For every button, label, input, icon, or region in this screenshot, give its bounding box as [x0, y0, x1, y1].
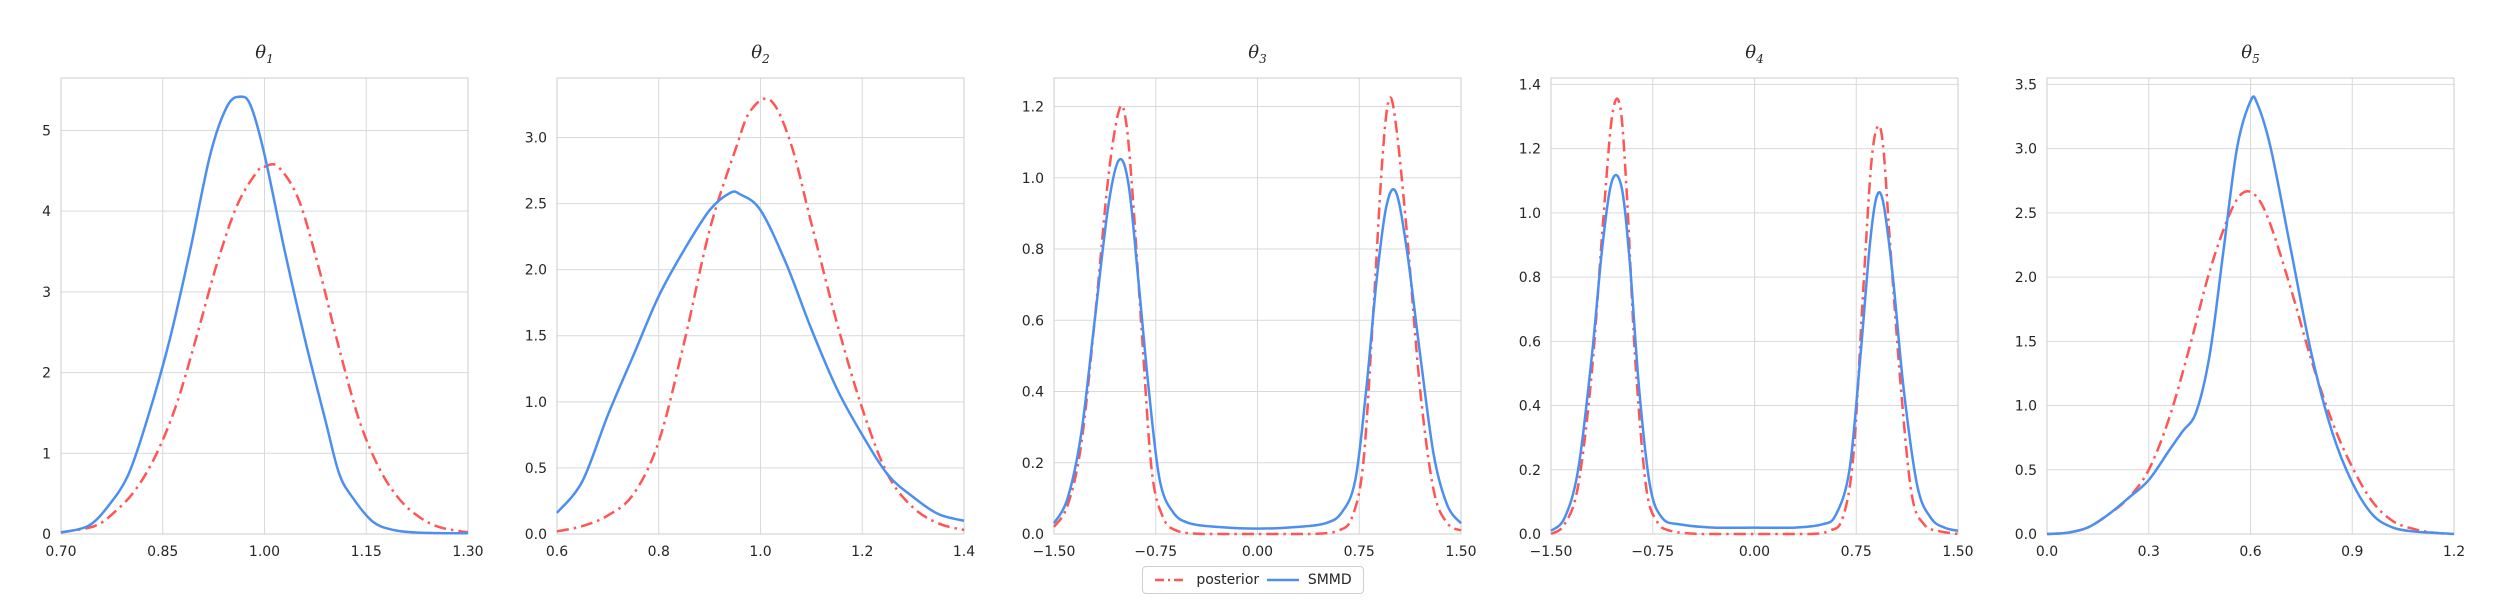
- y-tick-label: 0.2: [1519, 463, 1541, 479]
- series-line-smmd: [1052, 157, 1462, 530]
- y-tick-label: 0.2: [1022, 456, 1044, 472]
- subplot-title: θ3: [1248, 42, 1267, 66]
- subplot-title: θ2: [751, 42, 769, 66]
- legend-item-posterior: posterior: [1154, 572, 1259, 588]
- y-tick-label: 3.5: [2015, 77, 2037, 93]
- x-tick-label: 1.30: [452, 544, 483, 560]
- legend-label-smmd: SMMD: [1307, 572, 1352, 588]
- x-tick-label: 0.85: [147, 544, 178, 560]
- plot-frame: [2046, 77, 2455, 535]
- y-tick-label: 2: [42, 366, 51, 382]
- x-tick-label: 1.2: [851, 544, 873, 560]
- y-tick-label: 1.5: [2015, 334, 2037, 350]
- series-line-smmd: [60, 95, 469, 535]
- y-tick-label: 0.6: [1022, 313, 1044, 329]
- x-tick-label: 1.00: [249, 544, 280, 560]
- subplot-title: θ5: [2241, 42, 2259, 66]
- y-tick-label: 1.0: [2015, 399, 2037, 415]
- x-tick-label: 0.8: [648, 544, 670, 560]
- x-tick-label: −1.50: [1033, 544, 1076, 560]
- x-tick-label: 0.75: [1344, 544, 1375, 560]
- y-tick-label: 0.5: [2015, 463, 2037, 479]
- y-tick-label: 1.5: [525, 329, 547, 345]
- y-tick-label: 0.5: [525, 461, 547, 477]
- x-tick-label: 0.9: [2341, 544, 2363, 560]
- y-tick-label: 0.0: [1022, 527, 1044, 543]
- legend-label-posterior: posterior: [1196, 572, 1260, 588]
- y-tick-label: 2.5: [2015, 206, 2037, 222]
- plot-frame: [60, 77, 469, 535]
- y-tick-label: 1.2: [1519, 142, 1541, 158]
- y-tick-label: 5: [42, 123, 51, 139]
- y-tick-label: 3: [42, 285, 51, 301]
- legend-swatch-smmd: [1266, 578, 1299, 582]
- series-line-smmd: [556, 190, 965, 522]
- y-tick-label: 0.6: [1519, 334, 1541, 350]
- series-line-posterior: [1550, 97, 1959, 536]
- x-tick-label: 1.50: [1445, 544, 1476, 560]
- series-line-posterior: [60, 162, 469, 534]
- plot-frame: [556, 77, 965, 535]
- x-tick-label: −0.75: [1134, 544, 1177, 560]
- x-tick-label: 0.6: [546, 544, 568, 560]
- legend: posterior SMMD: [1142, 566, 1364, 594]
- x-tick-label: 0.6: [2239, 544, 2261, 560]
- x-tick-label: −0.75: [1631, 544, 1674, 560]
- y-tick-label: 3.0: [2015, 142, 2037, 158]
- x-tick-label: 0.00: [1242, 544, 1273, 560]
- y-tick-label: 2.0: [2015, 270, 2037, 286]
- plot-frame: [1550, 77, 1959, 535]
- subplot-4: −1.50 −0.75 0.00 0.75 1.50 0.0 0.2 0.4 0.6 0.8 1.0…: [1519, 42, 1974, 560]
- y-tick-label: 1.2: [1022, 100, 1044, 116]
- y-tick-label: 0.0: [525, 527, 547, 543]
- x-tick-label: 1.15: [351, 544, 382, 560]
- x-tick-label: 0.70: [45, 544, 76, 560]
- plot-frame: [1053, 77, 1462, 535]
- y-tick-label: 1.0: [1022, 171, 1044, 187]
- y-tick-label: 4: [42, 204, 51, 220]
- x-tick-label: −1.50: [1530, 544, 1573, 560]
- y-tick-label: 2.5: [525, 197, 547, 213]
- x-tick-label: 1.50: [1942, 544, 1973, 560]
- subplot-title: θ1: [255, 42, 273, 66]
- y-tick-label: 1: [42, 446, 51, 462]
- subplot-1: 0.70 0.85 1.00 1.15 1.30 0 1 2 3 4 5 θ1: [42, 42, 484, 560]
- legend-item-smmd: SMMD: [1266, 572, 1352, 588]
- subplot-title: θ4: [1745, 42, 1763, 66]
- subplot-5: 0.0 0.3 0.6 0.9 1.2 0.0 0.5 1.0 1.5 2.0 2.5 3.0 3.5 θ…: [2015, 42, 2465, 560]
- x-tick-label: 0.75: [1841, 544, 1872, 560]
- y-tick-label: 0.8: [1022, 242, 1044, 258]
- legend-swatch-posterior: [1155, 578, 1188, 582]
- subplot-3: −1.50 −0.75 0.00 0.75 1.50 0.0 0.2 0.4 0.6 0.8 1.0…: [1022, 42, 1477, 560]
- x-tick-label: 0.00: [1739, 544, 1770, 560]
- x-tick-label: 1.2: [2443, 544, 2465, 560]
- y-tick-label: 0.4: [1519, 399, 1541, 415]
- y-tick-label: 1.0: [525, 395, 547, 411]
- subplot-2: 0.6 0.8 1.0 1.2 1.4 0.0 0.5 1.0 1.5 2.0 2.5 3.0 θ2: [525, 42, 975, 560]
- series-line-smmd: [1550, 173, 1959, 533]
- x-tick-label: 1.4: [953, 544, 975, 560]
- y-tick-label: 0: [42, 527, 51, 543]
- y-tick-label: 0.0: [1519, 527, 1541, 543]
- y-tick-label: 1.0: [1519, 206, 1541, 222]
- x-tick-label: 1.0: [749, 544, 771, 560]
- y-tick-label: 1.4: [1519, 77, 1541, 93]
- y-tick-label: 3.0: [525, 130, 547, 146]
- series-line-posterior: [1052, 96, 1462, 536]
- y-tick-label: 0.0: [2015, 527, 2037, 543]
- series-line-smmd: [2046, 95, 2455, 536]
- y-tick-label: 0.8: [1519, 270, 1541, 286]
- x-tick-label: 0.0: [2036, 544, 2058, 560]
- y-tick-label: 0.4: [1022, 385, 1044, 401]
- x-tick-label: 0.3: [2138, 544, 2160, 560]
- y-tick-label: 2.0: [525, 263, 547, 279]
